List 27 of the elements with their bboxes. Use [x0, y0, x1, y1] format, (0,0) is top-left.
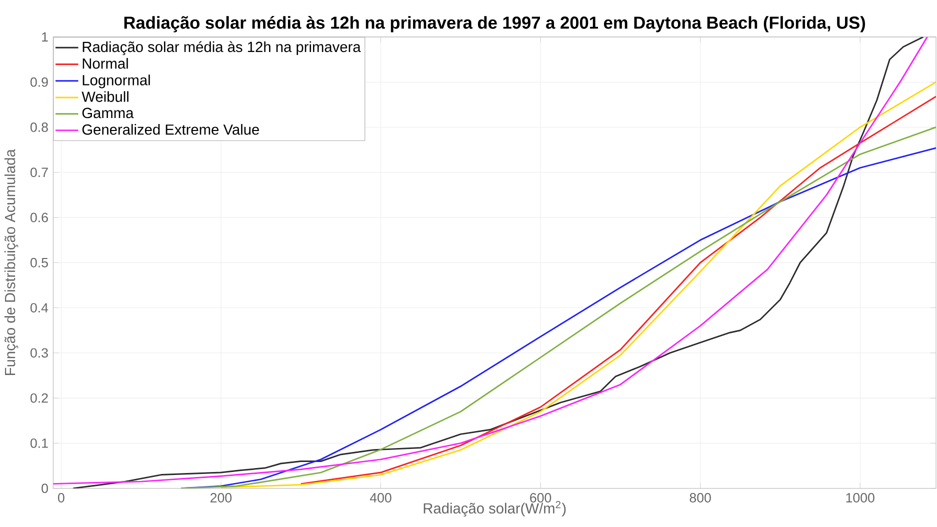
line-series — [220, 81, 936, 488]
line-series — [300, 96, 936, 484]
y-tick-label: 1 — [42, 32, 48, 42]
y-tick-label: 0.4 — [30, 302, 48, 312]
x-tick-label: 800 — [690, 492, 711, 502]
legend-label: Gamma — [82, 108, 134, 118]
legend-label: Lognormal — [82, 74, 150, 88]
y-tick-label: 0.6 — [30, 212, 48, 222]
y-tick-label: 0.2 — [30, 393, 48, 403]
y-tick-label: 0.1 — [30, 438, 48, 448]
legend-label: Generalized Extreme Value — [82, 124, 259, 135]
legend-label: Weibull — [82, 91, 128, 102]
x-tick-label: 0 — [58, 492, 64, 502]
legend-label: Radiação solar média às 12h na primavera — [82, 41, 361, 55]
x-tick-label: 1000 — [846, 492, 874, 502]
y-axis-title: Função de Distribuição Acumulada — [4, 148, 18, 375]
x-tick-label: 400 — [370, 492, 392, 502]
chart-title: Radiação solar média às 12h na primavera de 1997 a 2001 em Daytona Beach (Florida, US) — [124, 16, 866, 32]
y-tick-label: 0.9 — [30, 77, 48, 87]
x-tick-label: 200 — [210, 492, 232, 502]
y-tick-label: 0.7 — [30, 168, 48, 177]
y-tick-label: 0.8 — [30, 122, 48, 132]
y-tick-label: 0 — [42, 483, 48, 493]
x-tick-label: 600 — [530, 492, 552, 502]
y-tick-label: 0.5 — [30, 258, 48, 268]
y-tick-label: 0.3 — [30, 348, 48, 358]
legend-label: Normal — [82, 58, 128, 69]
